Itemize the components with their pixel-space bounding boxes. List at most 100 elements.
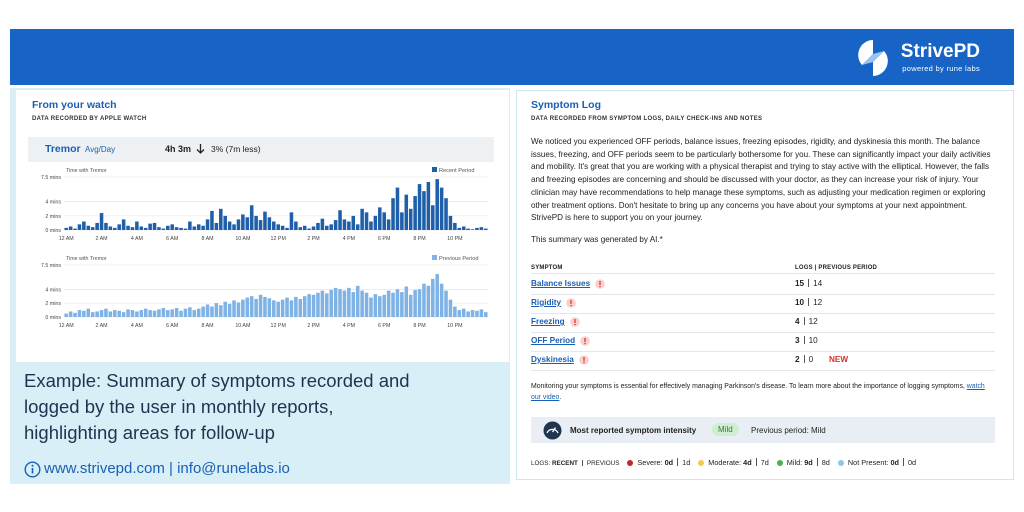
bar bbox=[73, 312, 77, 317]
bar bbox=[157, 227, 161, 230]
bar bbox=[117, 310, 121, 317]
note-text: Monitoring your symptoms is essential fo… bbox=[531, 383, 967, 390]
y-tick-label: 7.5 mins bbox=[41, 263, 61, 269]
bar bbox=[408, 208, 413, 230]
bar bbox=[126, 309, 130, 317]
bar bbox=[232, 300, 236, 317]
log-previous: 12 bbox=[808, 317, 818, 326]
bar bbox=[413, 196, 417, 230]
legend-name: Not Present: bbox=[847, 458, 889, 467]
metric-change: 3% (7m less) bbox=[211, 144, 261, 154]
separator bbox=[803, 355, 805, 363]
x-tick-label: 2 PM bbox=[307, 323, 319, 329]
separator bbox=[816, 458, 818, 466]
bar bbox=[166, 310, 170, 317]
metric-name: Tremor bbox=[45, 143, 81, 155]
symptom-name[interactable]: Rigidity bbox=[531, 298, 562, 307]
bar bbox=[139, 310, 144, 317]
log-previous: 10 bbox=[808, 336, 818, 345]
log-counts: 3 10 bbox=[795, 336, 818, 345]
symptom-name[interactable]: Dyskinesia bbox=[531, 355, 574, 364]
y-tick-label: 0 mins bbox=[45, 315, 61, 321]
bar bbox=[307, 294, 311, 317]
bar bbox=[386, 290, 391, 317]
bar bbox=[395, 289, 400, 317]
chart-title: Time with Tremor bbox=[66, 256, 107, 262]
bar bbox=[108, 311, 113, 317]
legend-label: Previous Period bbox=[439, 256, 479, 262]
table-header: LOGS | PREVIOUS PERIOD bbox=[795, 265, 878, 271]
intensity-box bbox=[531, 417, 995, 443]
bar bbox=[338, 210, 342, 230]
bar bbox=[210, 306, 214, 317]
symptom-name[interactable]: Freezing bbox=[531, 317, 565, 326]
bar bbox=[201, 306, 205, 317]
bar bbox=[223, 301, 227, 317]
bar bbox=[426, 181, 431, 230]
bar bbox=[316, 292, 320, 317]
table-row: Dyskinesia 2 0 NEW bbox=[531, 351, 995, 371]
bar bbox=[249, 205, 254, 230]
contact[interactable]: www.strivepd.com | info@runelabs.io bbox=[44, 460, 290, 477]
intensity-legend: LOGS: RECENT PREVIOUS Severe: 0d 1d Moderate… bbox=[531, 458, 916, 467]
bar bbox=[148, 223, 152, 230]
bar bbox=[475, 227, 479, 230]
x-tick-label: 6 PM bbox=[378, 323, 390, 329]
alert-icon-graphic bbox=[570, 317, 580, 327]
bar bbox=[82, 221, 86, 230]
bar bbox=[280, 225, 285, 230]
log-previous: 12 bbox=[813, 298, 823, 307]
bar bbox=[192, 310, 197, 317]
legend-name: Severe: bbox=[637, 458, 663, 467]
bar bbox=[479, 309, 484, 317]
bar bbox=[302, 296, 307, 317]
bar bbox=[364, 292, 369, 317]
bar bbox=[426, 285, 431, 317]
bar bbox=[77, 310, 82, 317]
legend-recent-days: 9d bbox=[804, 458, 813, 467]
watch-title: From your watch bbox=[32, 99, 117, 111]
video-link[interactable]: watch our video bbox=[531, 383, 985, 401]
table-header: SYMPTOM bbox=[531, 265, 563, 271]
bar bbox=[104, 222, 108, 230]
bar bbox=[272, 300, 276, 317]
x-tick-label: 4 AM bbox=[131, 323, 143, 329]
bar bbox=[192, 226, 197, 230]
bar bbox=[457, 310, 462, 317]
x-tick-label: 6 AM bbox=[166, 323, 178, 329]
x-tick-label: 4 AM bbox=[131, 236, 143, 242]
bar bbox=[183, 228, 188, 230]
bar bbox=[117, 224, 121, 230]
x-tick-label: 10 PM bbox=[447, 236, 462, 242]
symptom-name[interactable]: OFF Period bbox=[531, 336, 576, 345]
bar bbox=[373, 215, 378, 230]
bar bbox=[289, 300, 294, 317]
bar bbox=[439, 187, 444, 230]
bar bbox=[249, 296, 254, 317]
bar bbox=[90, 227, 95, 230]
symptom-name[interactable]: Balance Issues bbox=[531, 279, 591, 288]
gauge-icon bbox=[543, 421, 562, 440]
table-row: OFF Period 3 10 bbox=[531, 332, 995, 352]
bar bbox=[82, 310, 86, 317]
legend-logs: LOGS: bbox=[531, 460, 551, 467]
new-flag: NEW bbox=[829, 355, 849, 364]
bar bbox=[285, 227, 289, 230]
bar bbox=[444, 290, 448, 317]
log-recent: 2 bbox=[795, 355, 800, 364]
metric-average: 4h 3m bbox=[165, 144, 192, 154]
x-tick-label: 6 AM bbox=[166, 236, 178, 242]
bar bbox=[205, 219, 210, 230]
bar bbox=[325, 293, 329, 317]
bar bbox=[285, 297, 289, 317]
watch-subtitle: DATA RECORDED BY APPLE WATCH bbox=[32, 116, 147, 122]
tagline: powered by rune labs bbox=[902, 64, 980, 73]
bar bbox=[369, 221, 373, 230]
bar bbox=[342, 290, 347, 317]
bar bbox=[355, 285, 360, 317]
bar bbox=[170, 224, 174, 230]
metric-row bbox=[28, 137, 494, 162]
bar bbox=[484, 312, 488, 317]
bar bbox=[311, 294, 316, 317]
bar bbox=[113, 227, 117, 230]
